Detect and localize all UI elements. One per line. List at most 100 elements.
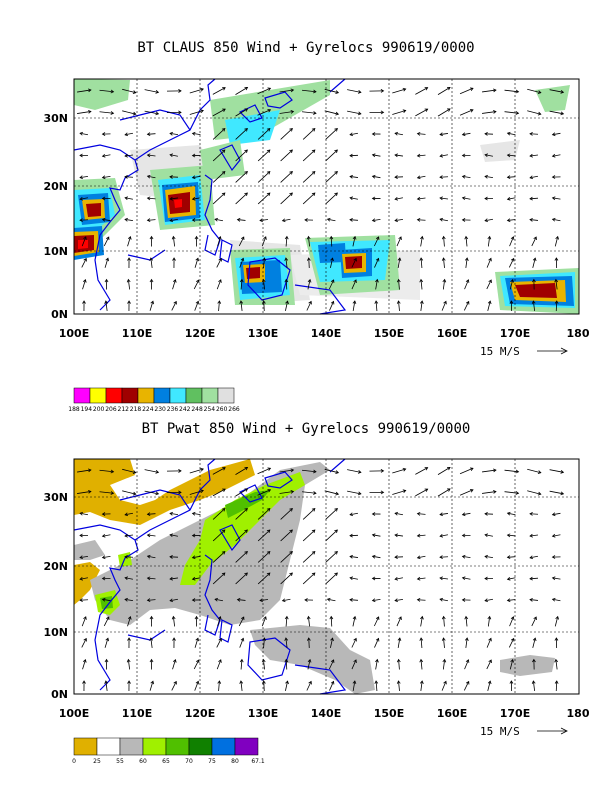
- wind-vector-head: [101, 132, 106, 136]
- wind-vector: [81, 616, 87, 627]
- wind-vector-head: [222, 108, 226, 112]
- wind-vector-head: [83, 616, 87, 620]
- wind-vector-head: [289, 572, 293, 577]
- wind-vector-head: [349, 217, 353, 222]
- wind-vector-head: [236, 597, 241, 602]
- wind-vector: [437, 467, 451, 475]
- wind-vector: [373, 236, 380, 247]
- wind-vector-head: [394, 555, 398, 559]
- wind-vector: [352, 236, 356, 247]
- wind-vector-head: [349, 196, 354, 201]
- wind-vector-head: [560, 90, 565, 94]
- wind-vector: [394, 197, 404, 200]
- wind-vector-head: [244, 488, 249, 492]
- wind-vector-head: [79, 131, 84, 136]
- wind-vector-head: [307, 658, 312, 663]
- wind-vector-head: [195, 300, 200, 305]
- wind-vector-head: [532, 257, 537, 262]
- wind-vector: [392, 110, 406, 115]
- wind-vector: [549, 89, 564, 93]
- wind-vector-head: [441, 235, 446, 240]
- wind-vector: [507, 577, 516, 580]
- colorbar-label: 200: [93, 406, 105, 413]
- wind-vector-head: [172, 658, 177, 663]
- wind-vector-head: [87, 468, 92, 473]
- wind-vector-head: [306, 637, 311, 641]
- wind-vector-head: [79, 218, 83, 222]
- wind-vector: [102, 555, 111, 559]
- wind-vector: [214, 598, 224, 602]
- wind-vector-head: [289, 192, 293, 197]
- wind-vector: [212, 508, 226, 520]
- wind-vector-head: [335, 491, 340, 496]
- wind-vector-head: [554, 278, 559, 283]
- wind-vector-head: [461, 533, 466, 538]
- wind-vector-head: [551, 512, 556, 517]
- wind-vector: [259, 599, 269, 601]
- wind-vector: [77, 89, 91, 93]
- wind-vector: [484, 154, 494, 157]
- wind-vector: [217, 616, 221, 627]
- panel2-x-tick: 130E: [248, 707, 278, 720]
- wind-vector: [531, 236, 537, 247]
- wind-vector-head: [284, 235, 289, 240]
- wind-vector-head: [82, 680, 86, 684]
- wind-vector-head: [487, 680, 492, 685]
- panel2-x-axis: 100E 110E 120E 130E 140E 150E 160E 170E …: [59, 707, 590, 720]
- wind-vector: [325, 572, 338, 585]
- wind-vector: [212, 488, 226, 497]
- colorbar-label: 188: [68, 406, 80, 413]
- wind-vector-head: [375, 278, 379, 283]
- wind-vector: [507, 599, 516, 601]
- wind-vector-head: [374, 300, 379, 304]
- wind-vector-head: [262, 637, 267, 641]
- wind-vector: [285, 659, 288, 670]
- wind-vector: [392, 490, 406, 495]
- wind-vector-head: [289, 529, 293, 534]
- wind-vector: [328, 279, 335, 290]
- wind-vector: [462, 197, 471, 200]
- wind-vector: [144, 469, 159, 473]
- wind-vector: [459, 489, 474, 496]
- wind-vector: [325, 171, 338, 183]
- wind-vector-head: [353, 659, 357, 663]
- wind-vector: [124, 512, 134, 516]
- wind-vector-head: [217, 615, 222, 620]
- wind-vector-head: [217, 235, 222, 240]
- wind-vector-head: [484, 196, 488, 201]
- wind-vector-head: [506, 576, 511, 581]
- wind-vector: [238, 616, 245, 627]
- wind-vector-head: [313, 469, 317, 474]
- wind-vector: [459, 467, 474, 475]
- wind-vector-head: [239, 300, 244, 304]
- wind-vector: [349, 132, 359, 136]
- wind-vector: [487, 616, 491, 627]
- wind-vector: [420, 637, 423, 649]
- wind-vector-head: [416, 533, 421, 538]
- wind-vector: [552, 577, 561, 580]
- panel1-x-tick: 140E: [311, 327, 341, 340]
- wind-vector: [327, 598, 336, 602]
- wind-vector: [420, 659, 423, 670]
- colorbar-swatch: [105, 387, 123, 404]
- wind-vector-head: [446, 108, 451, 112]
- wind-vector-head: [465, 680, 470, 685]
- wind-vector-head: [510, 658, 514, 663]
- wind-vector-head: [101, 555, 106, 560]
- wind-vector-head: [132, 90, 137, 94]
- wind-vector: [301, 469, 317, 473]
- wind-vector-head: [200, 109, 204, 113]
- wind-vector-head: [306, 615, 311, 620]
- wind-vector: [212, 467, 226, 475]
- wind-vector: [351, 279, 357, 290]
- wind-vector: [124, 219, 134, 221]
- wind-vector-head: [330, 680, 335, 685]
- wind-vector-head: [554, 257, 559, 261]
- wind-vector: [324, 110, 339, 115]
- wind-vector-head: [493, 468, 497, 473]
- wind-vector-head: [419, 658, 424, 663]
- wind-vector: [212, 192, 226, 205]
- wind-vector-head: [191, 196, 196, 201]
- wind-vector: [308, 236, 310, 247]
- wind-vector-head: [397, 637, 402, 642]
